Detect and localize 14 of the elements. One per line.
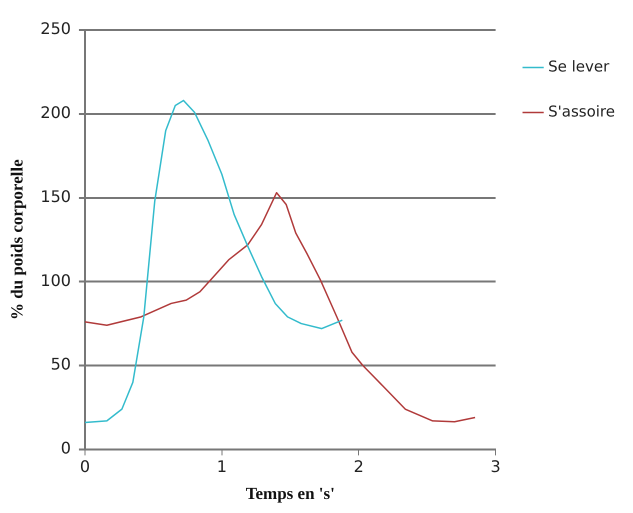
y-tick-label: 0 <box>60 438 71 458</box>
y-axis-title: % du poids corporelle <box>8 158 27 320</box>
x-tick-label: 3 <box>490 457 501 476</box>
legend-label: Se lever <box>548 57 610 76</box>
x-axis-title: Temps en 's' <box>246 484 335 504</box>
y-tick-label: 200 <box>40 103 71 122</box>
y-tick-label: 150 <box>40 186 71 206</box>
x-tick-label: 2 <box>354 457 364 476</box>
y-tick-label: 250 <box>40 19 71 38</box>
y-tick-label: 50 <box>50 354 71 374</box>
legend-label: S'assoire <box>548 102 616 120</box>
x-tick-label: 0 <box>80 457 90 476</box>
x-tick-label: 1 <box>216 457 227 476</box>
y-tick-label: 100 <box>40 270 71 290</box>
